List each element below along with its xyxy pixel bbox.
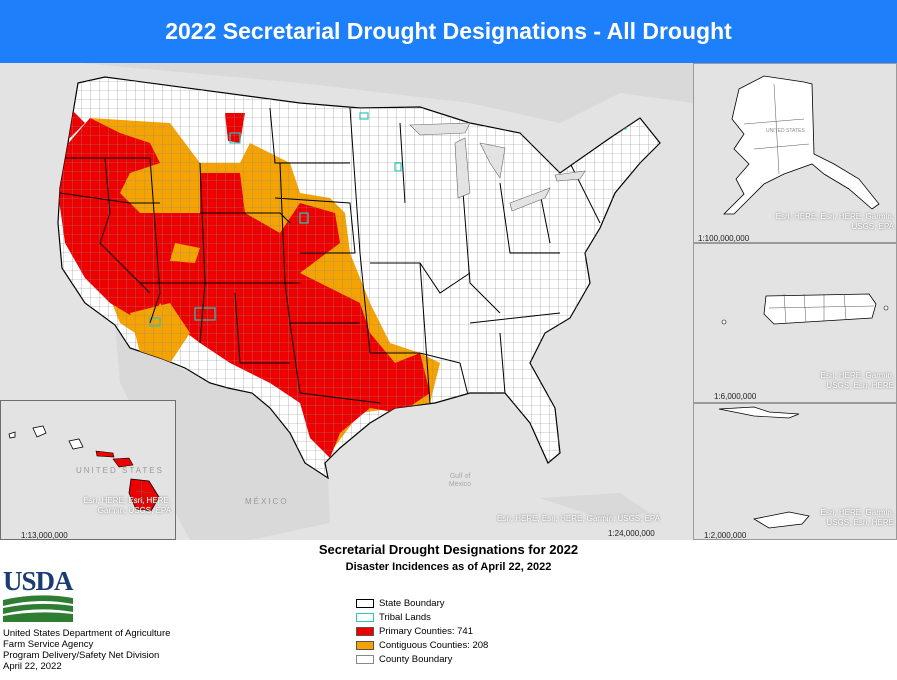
primary-counties-swatch: [356, 626, 374, 636]
legend-item-state-boundary: State Boundary: [356, 596, 488, 610]
canada-landmass: [0, 63, 693, 123]
legend: State Boundary Tribal Lands Primary Coun…: [356, 596, 488, 666]
virgin-islands-attribution: Esri, HERE, Garmin, USGS, Esri, HERE: [820, 508, 894, 527]
county-boundary-swatch: [356, 654, 374, 664]
puerto-rico-municipios: [768, 293, 875, 325]
hawaii-big-island: [128, 478, 160, 512]
mexico-label: MÉXICO: [245, 497, 289, 506]
legend-item-county-boundary: County Boundary: [356, 652, 488, 666]
great-lakes: [409, 122, 586, 212]
contiguous-counties-swatch: [356, 640, 374, 650]
cuba-landmass: [540, 493, 650, 518]
alaska-country-label: UNITED STATES: [766, 128, 805, 134]
puerto-rico-shape: [763, 293, 877, 325]
alaska-scale: 1:100,000,000: [698, 234, 750, 243]
virgin-islands-inset: Esri, HERE, Garmin, USGS, Esri, HERE 1:2…: [693, 403, 897, 540]
tribal-lands-swatch: [356, 612, 374, 622]
agency-division: Program Delivery/Safety Net Division: [3, 650, 160, 661]
legend-item-contiguous-counties: Contiguous Counties: 208: [356, 638, 488, 652]
molokai-island: [95, 450, 115, 458]
state-boundaries: [59, 107, 601, 404]
map-title: 2022 Secretarial Drought Designations - …: [165, 18, 732, 44]
niihau-island: [8, 431, 16, 439]
legend-label: Primary Counties: 741: [379, 625, 473, 637]
main-map-scale: 1:24,000,000: [608, 529, 655, 538]
legend-item-primary-counties: Primary Counties: 741: [356, 624, 488, 638]
oahu-island: [68, 438, 84, 450]
virgin-islands-scale: 1:2,000,000: [704, 531, 747, 540]
alaska-inset: UNITED STATES Esri, HERE, Esri, HERE, Ga…: [693, 63, 897, 243]
puerto-rico-scale: 1:6,000,000: [714, 392, 757, 401]
hawaii-country-label: UNITED STATES: [76, 466, 164, 475]
maui-island: [112, 457, 134, 468]
main-map-attribution: Esri, HERE, Esri, HERE, Garmin, USGS, EP…: [497, 514, 660, 523]
legend-item-tribal-lands: Tribal Lands: [356, 610, 488, 624]
puerto-rico-svg: [721, 293, 889, 325]
legend-label: County Boundary: [379, 653, 453, 665]
legend-label: State Boundary: [379, 597, 445, 609]
alaska-boroughs: [743, 83, 810, 175]
mona-island: [721, 319, 727, 325]
hawaii-scale: 1:13,000,000: [21, 531, 68, 540]
legend-subtitle: Disaster Incidences as of April 22, 2022: [345, 561, 552, 573]
alaska-shape: [723, 75, 880, 215]
state-boundary-swatch: [356, 598, 374, 608]
kauai-island: [32, 425, 47, 438]
st-croix-shape: [752, 511, 810, 529]
alaska-svg: [723, 75, 880, 215]
legend-title: Secretarial Drought Designations for 202…: [318, 542, 579, 557]
gulf-label: Gulf of Mexico: [448, 473, 472, 488]
puerto-rico-inset: Esri, HERE, Garmin, USGS, Esri, HERE 1:6…: [693, 243, 897, 403]
hawaii-attribution: Esri, HERE, Esri, HERE, Garmin, USGS, EP…: [83, 496, 171, 515]
agency-date: April 22, 2022: [3, 661, 62, 672]
virgin-islands-svg: [718, 406, 810, 529]
agency-department: United States Department of Agriculture: [3, 628, 171, 639]
usda-logo: USDA: [3, 566, 74, 627]
hawaii-svg: [8, 425, 160, 512]
map-title-banner: 2022 Secretarial Drought Designations - …: [0, 0, 897, 63]
agency-name: Farm Service Agency: [3, 639, 94, 650]
legend-label: Contiguous Counties: 208: [379, 639, 489, 651]
hawaii-inset: UNITED STATES Esri, HERE, Esri, HERE, Ga…: [0, 400, 176, 540]
st-thomas-st-john: [718, 406, 800, 419]
agency-info: United States Department of Agriculture …: [3, 628, 170, 672]
usda-logo-hills: [3, 595, 73, 622]
legend-label: Tribal Lands: [379, 611, 431, 623]
culebra-island: [883, 305, 889, 311]
puerto-rico-attribution: Esri, HERE, Garmin, USGS, Esri, HERE: [820, 371, 894, 390]
alaska-attribution: Esri, HERE, Esri, HERE, Garmin, USGS, EP…: [775, 212, 894, 231]
usda-logo-text: USDA: [3, 566, 74, 596]
